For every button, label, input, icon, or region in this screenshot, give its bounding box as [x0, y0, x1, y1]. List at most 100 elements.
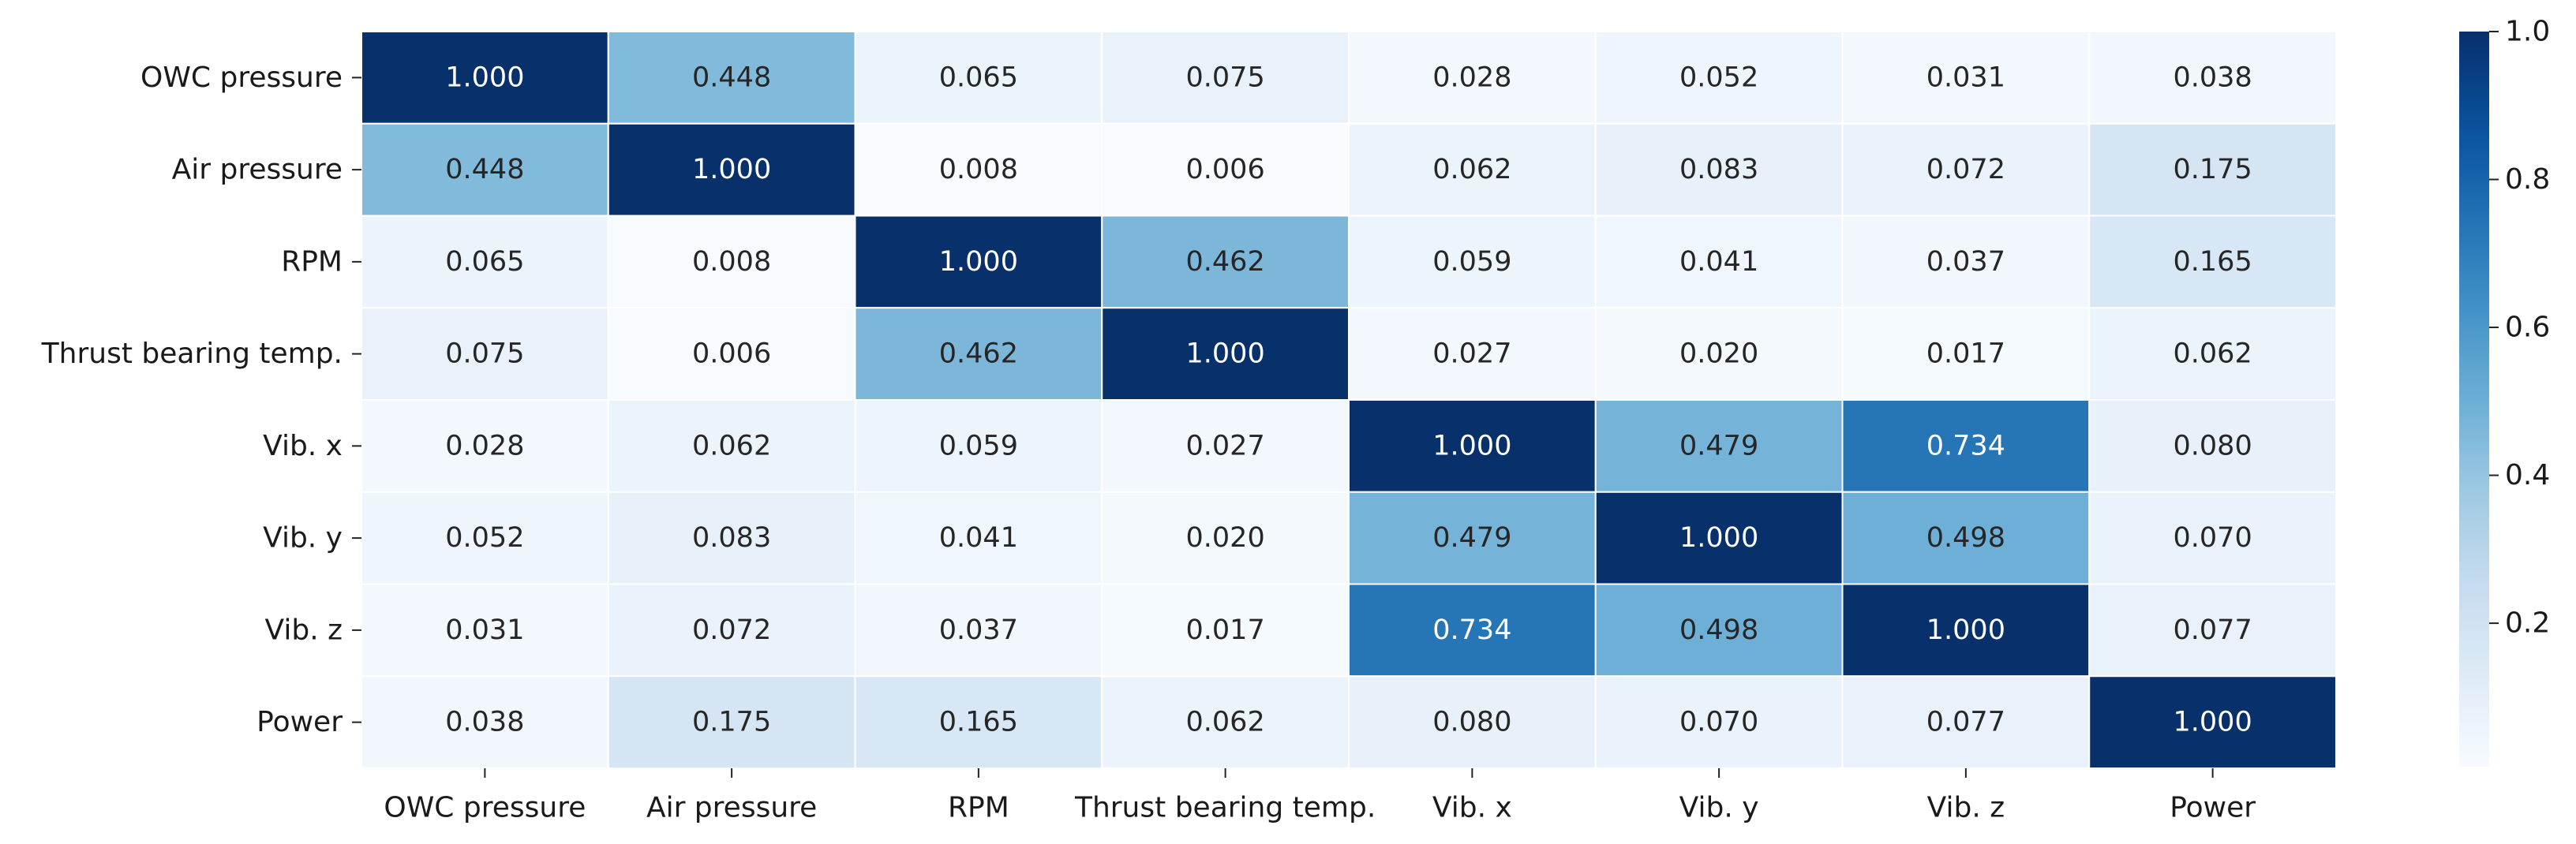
cell-value-label: 0.077 [2174, 614, 2252, 646]
cell-value-label: 0.165 [2174, 246, 2252, 278]
cell-value-label: 0.041 [1679, 246, 1758, 278]
cell-value-label: 0.038 [2174, 62, 2252, 93]
cell-value-label: 0.028 [1432, 62, 1511, 93]
heatmap-cell [361, 31, 609, 125]
cell-value-label: 0.008 [692, 246, 771, 278]
heatmap-cell [1594, 399, 1844, 493]
cell-value-label: 0.498 [1679, 614, 1758, 646]
cell-value-label: 0.008 [939, 154, 1018, 185]
heatmap-cell [1348, 491, 1597, 585]
cell-value-label: 1.000 [1432, 430, 1511, 461]
cell-value-label: 1.000 [1679, 522, 1758, 554]
column-tick-label: Air pressure [646, 792, 817, 824]
cell-value-label: 1.000 [1186, 338, 1265, 370]
colorbar-tick-label: 0.8 [2505, 163, 2550, 196]
heatmap-cell [854, 583, 1103, 678]
row-tick-label: Air pressure [172, 154, 343, 186]
heatmap-cells [361, 31, 2337, 769]
cell-value-label: 0.083 [692, 522, 771, 554]
colorbar-gradient [2459, 32, 2489, 767]
colorbar-tick-label: 0.2 [2505, 607, 2550, 640]
heatmap-cell [2088, 491, 2337, 585]
heatmap-cell [607, 491, 856, 585]
cell-value-label: 0.027 [1186, 430, 1265, 461]
colorbar-tick-label: 0.6 [2505, 312, 2550, 344]
cell-value-label: 0.017 [1186, 614, 1265, 646]
cell-value-label: 0.062 [1432, 154, 1511, 185]
cell-value-label: 0.072 [692, 614, 771, 646]
cell-value-label: 0.020 [1186, 522, 1265, 554]
row-tick-label: OWC pressure [140, 62, 343, 94]
cell-value-label: 0.075 [1186, 62, 1265, 93]
heatmap-cell [2088, 215, 2337, 309]
cell-value-label: 0.062 [1186, 707, 1265, 738]
cell-value-label: 0.052 [1679, 62, 1758, 93]
heatmap-cell-labels: 1.000 0.448 0.065 0.075 0.028 0.052 0.031 0.038… [445, 62, 2252, 738]
row-tick-label: Vib. y [263, 522, 343, 555]
heatmap-cell [1101, 31, 1350, 125]
cell-value-label: 0.165 [939, 707, 1018, 738]
cell-value-label: 0.065 [445, 246, 524, 278]
cell-value-label: 0.070 [1679, 707, 1758, 738]
column-tick-label: OWC pressure [384, 792, 586, 824]
heatmap-cell [1101, 122, 1350, 217]
heatmap-cell [1841, 583, 2091, 678]
cell-value-label: 0.462 [939, 338, 1018, 370]
cell-value-label: 0.017 [1926, 338, 2005, 370]
cell-value-label: 0.065 [939, 62, 1018, 93]
cell-value-label: 0.175 [692, 707, 771, 738]
cell-value-label: 0.077 [1926, 707, 2005, 738]
heatmap-cell [1101, 399, 1350, 493]
heatmap-cell [1348, 675, 1597, 769]
heatmap-cell [1348, 215, 1597, 309]
heatmap-cell [1348, 399, 1597, 493]
cell-value-label: 0.031 [1926, 62, 2005, 93]
heatmap-cell [854, 675, 1103, 769]
cell-value-label: 0.041 [939, 522, 1018, 554]
heatmap-cell [2088, 399, 2337, 493]
cell-value-label: 0.083 [1679, 154, 1758, 185]
cell-value-label: 0.072 [1926, 154, 2005, 185]
row-tick-label: RPM [281, 245, 343, 278]
heatmap-cell [2088, 31, 2337, 125]
column-tick-label: Vib. z [1927, 792, 2005, 824]
heatmap-cell [1594, 583, 1844, 678]
row-tick-label: Vib. z [265, 614, 343, 646]
heatmap-cell [2088, 675, 2337, 769]
colorbar-tick-label: 1.0 [2505, 16, 2550, 48]
column-tick-label: Power [2170, 792, 2256, 824]
heatmap-cell [607, 122, 856, 217]
heatmap-cell [2088, 122, 2337, 217]
cell-value-label: 0.462 [1186, 246, 1265, 278]
heatmap-cell [854, 31, 1103, 125]
column-tick-label: Thrust bearing temp. [1074, 792, 1376, 824]
heatmap-cell [1594, 491, 1844, 585]
heatmap-cell [1841, 399, 2091, 493]
cell-value-label: 0.037 [1926, 246, 2005, 278]
cell-value-label: 0.070 [2174, 522, 2252, 554]
cell-value-label: 0.006 [1186, 154, 1265, 185]
cell-value-label: 0.175 [2174, 154, 2252, 185]
heatmap-cell [361, 215, 609, 309]
heatmap-cell [1594, 122, 1844, 217]
cell-value-label: 0.059 [1432, 246, 1511, 278]
cell-value-label: 0.448 [692, 62, 771, 93]
column-tick-label: Vib. x [1432, 792, 1512, 824]
cell-value-label: 0.075 [445, 338, 524, 370]
cell-value-label: 0.062 [692, 430, 771, 461]
cell-value-label: 0.031 [445, 614, 524, 646]
heatmap-cell [1348, 307, 1597, 401]
cell-value-label: 1.000 [2174, 707, 2252, 738]
cell-value-label: 1.000 [692, 154, 771, 185]
column-tick-label: Vib. y [1679, 792, 1759, 824]
colorbar [2459, 32, 2489, 767]
cell-value-label: 1.000 [939, 246, 1018, 278]
column-tick-label: RPM [948, 792, 1009, 824]
heatmap-cell [854, 399, 1103, 493]
row-tick-label: Vib. x [263, 430, 343, 462]
heatmap-cell [854, 491, 1103, 585]
heatmap-cell [607, 31, 856, 125]
cell-value-label: 0.028 [445, 430, 524, 461]
heatmap-cell [361, 583, 609, 678]
